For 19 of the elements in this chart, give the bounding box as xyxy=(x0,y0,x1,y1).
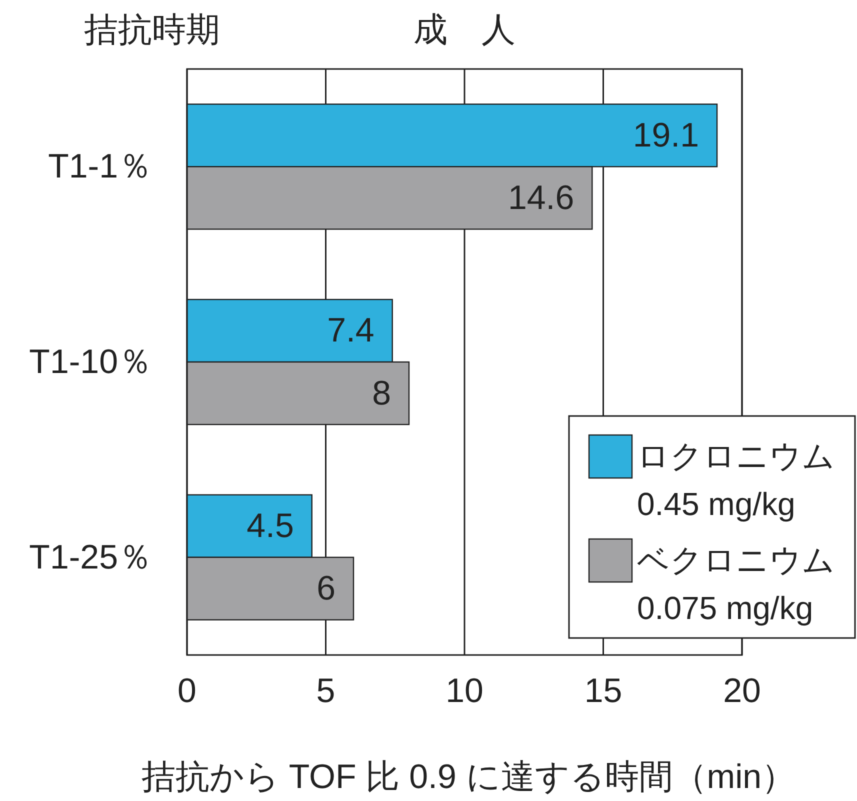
tick-label: 20 xyxy=(723,672,761,710)
tick-label: 5 xyxy=(316,672,336,710)
data-label: 19.1 xyxy=(632,116,700,154)
ylabel: 拮抗時期 xyxy=(84,11,220,49)
data-label: 14.6 xyxy=(508,178,574,217)
title: 成 人 xyxy=(414,11,516,49)
data-label: 6 xyxy=(316,570,336,608)
xlabel: 拮抗から TOF 比 0.9 に達する時間（min） xyxy=(141,758,796,796)
legend-label: ロクロニウム 0.45 mg/kg xyxy=(637,438,835,522)
legend-label: ベクロニウム 0.075 mg/kg xyxy=(637,542,835,626)
data-label: 4.5 xyxy=(246,507,294,546)
tick-label: 0 xyxy=(178,672,196,710)
category-label: T1-1％ xyxy=(48,148,152,186)
category-label: T1-10％ xyxy=(29,343,152,381)
tick-label: 10 xyxy=(446,672,484,710)
tick-label: 15 xyxy=(584,672,622,710)
category-label: T1-25％ xyxy=(29,538,152,576)
data-label: 7.4 xyxy=(327,312,374,350)
data-label: 8 xyxy=(372,374,391,412)
